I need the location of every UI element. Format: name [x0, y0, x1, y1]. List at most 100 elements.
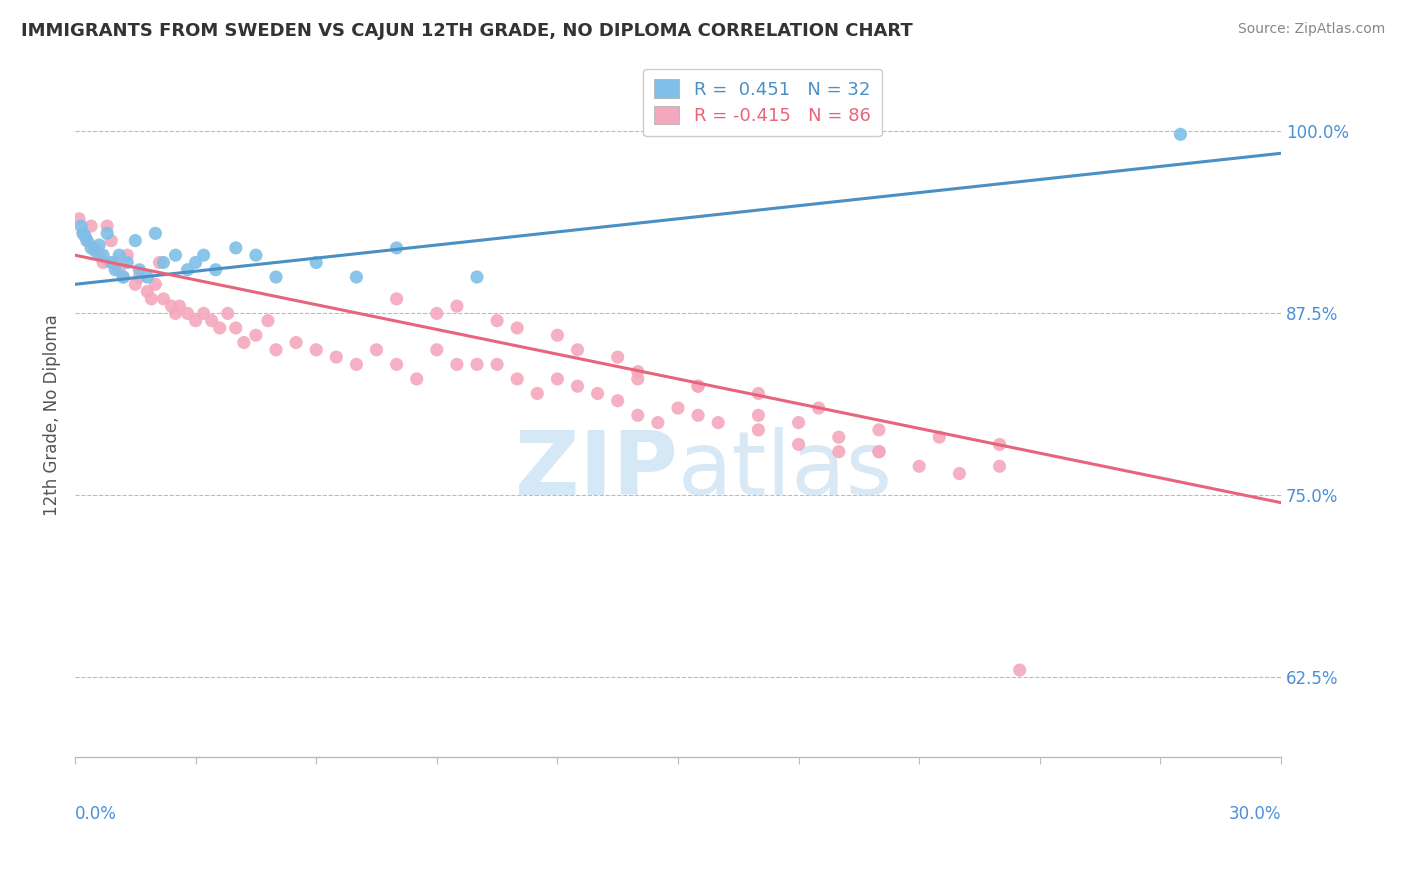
Point [117, 248, 139, 262]
Point [176, 262, 198, 277]
Text: 30.0%: 30.0% [1229, 805, 1281, 823]
Point [606, 350, 628, 364]
Point [152, 255, 174, 269]
Point [100, 255, 122, 269]
Point [546, 328, 568, 343]
Point [112, 270, 135, 285]
Point [325, 350, 347, 364]
Point [627, 372, 650, 386]
Point [405, 372, 427, 386]
Point [89, 238, 111, 252]
Point [232, 335, 254, 350]
Point [688, 379, 710, 393]
Point [96, 219, 118, 233]
Point [567, 343, 589, 357]
Point [908, 459, 931, 474]
Point [128, 262, 150, 277]
Point [145, 277, 167, 292]
Point [546, 372, 568, 386]
Point [948, 467, 970, 481]
Point [305, 255, 328, 269]
Point [606, 393, 628, 408]
Point [828, 444, 851, 458]
Point [807, 401, 830, 415]
Point [486, 357, 509, 371]
Point [305, 343, 328, 357]
Point [707, 416, 730, 430]
Point [868, 423, 890, 437]
Point [76, 234, 98, 248]
Point [465, 270, 488, 285]
Point [787, 437, 810, 451]
Point [104, 255, 127, 269]
Point [117, 255, 139, 269]
Point [141, 292, 163, 306]
Point [868, 444, 890, 458]
Text: IMMIGRANTS FROM SWEDEN VS CAJUN 12TH GRADE, NO DIPLOMA CORRELATION CHART: IMMIGRANTS FROM SWEDEN VS CAJUN 12TH GRA… [21, 22, 912, 40]
Point [160, 299, 183, 313]
Point [688, 409, 710, 423]
Point [426, 343, 449, 357]
Point [91, 255, 114, 269]
Point [217, 306, 239, 320]
Point [152, 292, 174, 306]
Point [465, 357, 488, 371]
Point [136, 270, 159, 285]
Point [225, 241, 247, 255]
Point [169, 299, 191, 313]
Point [225, 321, 247, 335]
Point [787, 416, 810, 430]
Point [145, 227, 167, 241]
Text: ZIP: ZIP [515, 426, 678, 514]
Point [165, 248, 187, 262]
Point [506, 321, 529, 335]
Point [264, 343, 287, 357]
Point [264, 270, 287, 285]
Point [928, 430, 950, 444]
Point [80, 241, 103, 255]
Point [526, 386, 548, 401]
Point [567, 379, 589, 393]
Point [108, 248, 131, 262]
Point [184, 314, 207, 328]
Point [647, 416, 669, 430]
Point [124, 234, 146, 248]
Point [666, 401, 689, 415]
Point [84, 241, 107, 255]
Point [128, 270, 150, 285]
Point [988, 459, 1011, 474]
Point [385, 357, 408, 371]
Point [76, 234, 98, 248]
Point [96, 227, 118, 241]
Point [91, 248, 114, 262]
Point [747, 386, 769, 401]
Point [67, 211, 90, 226]
Point [184, 255, 207, 269]
Point [868, 444, 890, 458]
Point [1008, 663, 1031, 677]
Point [100, 234, 122, 248]
Point [586, 386, 609, 401]
Point [70, 219, 93, 233]
Y-axis label: 12th Grade, No Diploma: 12th Grade, No Diploma [44, 315, 60, 516]
Point [1170, 128, 1192, 142]
Point [108, 262, 131, 277]
Text: atlas: atlas [678, 426, 893, 514]
Point [627, 365, 650, 379]
Point [84, 244, 107, 258]
Point [486, 314, 509, 328]
Point [747, 423, 769, 437]
Point [201, 314, 224, 328]
Point [72, 227, 94, 241]
Point [176, 306, 198, 320]
Point [285, 335, 308, 350]
Point [828, 430, 851, 444]
Point [73, 229, 96, 244]
Point [627, 409, 650, 423]
Point [89, 248, 111, 262]
Point [245, 328, 267, 343]
Point [104, 262, 127, 277]
Point [193, 248, 215, 262]
Point [506, 372, 529, 386]
Point [426, 306, 449, 320]
